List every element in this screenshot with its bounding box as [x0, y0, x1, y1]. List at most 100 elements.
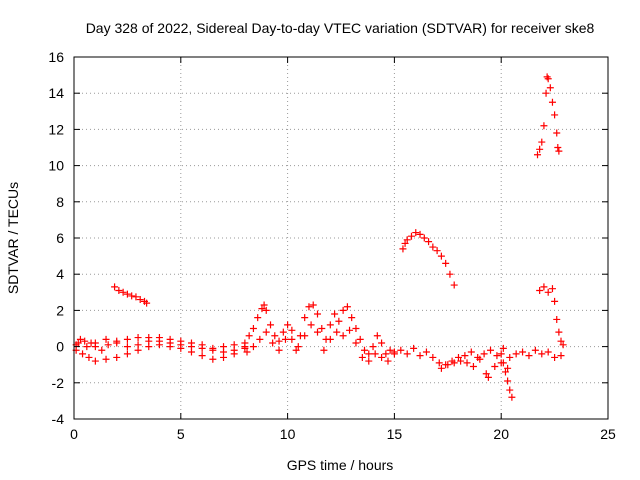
- data-point: [482, 370, 490, 378]
- data-point: [553, 129, 561, 137]
- data-point: [469, 363, 477, 371]
- data-point: [544, 75, 552, 83]
- y-axis-label: SDTVAR / TECUs: [5, 182, 21, 294]
- data-point: [136, 296, 144, 304]
- data-point: [416, 230, 424, 238]
- data-point: [134, 341, 142, 349]
- data-point: [407, 232, 415, 240]
- data-point: [339, 306, 347, 314]
- data-point: [102, 355, 110, 363]
- series-low-level-band-c: [74, 334, 238, 352]
- data-point: [444, 361, 452, 369]
- data-point: [536, 145, 544, 153]
- data-point: [467, 348, 475, 356]
- data-point: [348, 314, 356, 322]
- data-point: [198, 352, 206, 360]
- y-tick-label: 0: [56, 339, 64, 355]
- data-point: [557, 352, 565, 360]
- data-point: [81, 337, 89, 345]
- data-point: [540, 122, 548, 130]
- data-point: [119, 288, 127, 296]
- data-points: [72, 73, 567, 401]
- data-point: [371, 350, 379, 358]
- data-point: [230, 341, 238, 349]
- x-tick-label: 0: [70, 426, 78, 442]
- gridlines: [74, 57, 608, 419]
- data-point: [113, 353, 121, 361]
- data-point: [538, 138, 546, 146]
- data-point: [166, 343, 174, 351]
- series-late-low-level: [390, 344, 565, 369]
- data-point: [373, 332, 381, 340]
- chart-title: Day 328 of 2022, Sidereal Day-to-day VTE…: [86, 20, 595, 36]
- data-point: [412, 229, 420, 237]
- data-point: [166, 335, 174, 343]
- y-tick-label: 4: [56, 266, 64, 282]
- data-point: [433, 247, 441, 255]
- x-tick-label: 5: [177, 426, 185, 442]
- data-point: [104, 341, 112, 349]
- data-point: [187, 348, 195, 356]
- data-point: [543, 73, 551, 81]
- data-point: [519, 348, 527, 356]
- data-point: [403, 236, 411, 244]
- data-point: [358, 353, 366, 361]
- data-point: [542, 89, 550, 97]
- data-point: [491, 363, 499, 371]
- data-point: [318, 325, 326, 332]
- data-point: [544, 288, 552, 296]
- data-point: [260, 301, 268, 309]
- data-point: [397, 346, 405, 354]
- data-point: [134, 334, 142, 342]
- data-point: [275, 346, 283, 354]
- data-point: [220, 353, 228, 361]
- x-tick-label: 10: [280, 426, 296, 442]
- y-tick-label: 10: [48, 158, 64, 174]
- data-point: [123, 350, 131, 358]
- data-point: [442, 259, 450, 267]
- data-point: [499, 344, 507, 352]
- x-tick-label: 15: [387, 426, 403, 442]
- data-point: [360, 346, 368, 354]
- data-point: [102, 335, 110, 343]
- data-point: [553, 315, 561, 323]
- data-point: [155, 334, 163, 342]
- data-point: [187, 339, 195, 347]
- data-point: [416, 352, 424, 360]
- data-point: [420, 234, 428, 242]
- data-point: [262, 328, 270, 336]
- data-point: [497, 350, 505, 358]
- data-point: [555, 147, 563, 155]
- data-point: [91, 339, 99, 347]
- data-point: [245, 332, 253, 340]
- data-point: [326, 321, 334, 329]
- data-point: [143, 299, 151, 307]
- data-point: [559, 341, 567, 349]
- data-point: [504, 377, 512, 385]
- y-tick-label: -2: [52, 375, 65, 391]
- data-point: [476, 355, 484, 363]
- data-point: [209, 344, 217, 352]
- data-point: [540, 283, 548, 291]
- data-point: [356, 335, 364, 343]
- data-point: [429, 353, 437, 361]
- data-point: [269, 339, 277, 347]
- data-point: [128, 292, 136, 300]
- data-point: [314, 310, 322, 318]
- x-tick-label: 20: [493, 426, 509, 442]
- data-point: [155, 341, 163, 349]
- data-point: [422, 348, 430, 356]
- data-point: [551, 353, 559, 361]
- data-point: [429, 243, 437, 251]
- data-point: [384, 357, 392, 365]
- data-point: [333, 328, 341, 336]
- data-point: [425, 238, 433, 246]
- data-point: [76, 335, 84, 343]
- data-point: [339, 332, 347, 340]
- data-point: [551, 111, 559, 119]
- data-point: [281, 335, 289, 343]
- data-point: [271, 332, 279, 340]
- data-point: [450, 281, 458, 289]
